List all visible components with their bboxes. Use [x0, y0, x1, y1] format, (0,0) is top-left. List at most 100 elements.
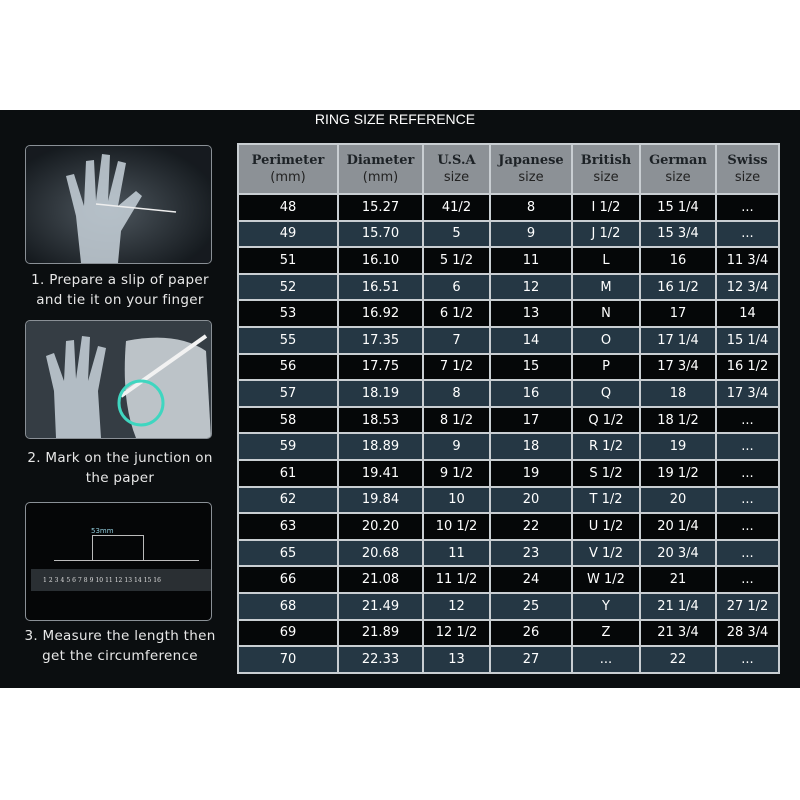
column-header: Perimeter (mm) — [237, 143, 339, 195]
table-cell: 53 — [237, 299, 339, 328]
table-cell: 19 1/2 — [639, 458, 717, 488]
table-cell: 5 1/2 — [422, 246, 491, 275]
table-cell: ... — [715, 432, 780, 461]
table-cell: 11 — [489, 246, 573, 275]
table-cell: 63 — [237, 512, 339, 541]
table-cell: W 1/2 — [571, 565, 641, 594]
table-cell: 20 1/4 — [639, 512, 717, 541]
table-cell: 22 — [489, 512, 573, 541]
table-cell: M — [571, 272, 641, 302]
table-cell: 16 — [639, 246, 717, 275]
table-cell: 70 — [237, 645, 339, 674]
ring-size-table: Perimeter (mm) Diameter (mm) U.S.A size Japane… — [237, 143, 780, 674]
table-cell: 17.75 — [337, 352, 424, 382]
table-cell: 22 — [639, 645, 717, 674]
table-cell: 16.92 — [337, 299, 424, 328]
column-header-unit: size — [734, 170, 761, 185]
step-3-line-1: 3. Measure the length then — [24, 628, 216, 644]
table-cell: 27 1/2 — [715, 591, 780, 621]
table-row: 65 20.68 11 23 V 1/2 20 3/4... — [237, 538, 780, 568]
table-cell: 15 1/4 — [639, 193, 717, 222]
table-cell: 20.20 — [337, 512, 424, 541]
table-cell: 13 — [422, 645, 491, 674]
column-header-unit: (mm) — [362, 170, 399, 185]
table-cell: 16 1/2 — [639, 272, 717, 302]
table-cell: 21 3/4 — [639, 618, 717, 648]
table-cell: O — [571, 325, 641, 355]
table-cell: 17 3/4 — [715, 379, 780, 408]
table-cell: P — [571, 352, 641, 382]
table-row: 58 18.53 8 1/2 17 Q 1/2 18 1/2... — [237, 405, 780, 435]
ruler: 1 2 3 4 5 6 7 8 9 10 11 12 13 14 15 16 — [31, 569, 211, 591]
table-cell: 9 1/2 — [422, 458, 491, 488]
table-cell: 21.49 — [337, 591, 424, 621]
table-cell: 21 — [639, 565, 717, 594]
table-cell: 22.33 — [337, 645, 424, 674]
table-cell: 52 — [237, 272, 339, 302]
table-cell: 10 — [422, 485, 491, 515]
measure-label: 53mm — [91, 527, 114, 535]
hand-marking-pen-icon — [26, 321, 211, 438]
ruler-number: 9 — [89, 576, 94, 584]
table-cell: 15 3/4 — [639, 219, 717, 249]
table-cell: 15.27 — [337, 193, 424, 222]
table-cell: 17 — [639, 299, 717, 328]
table-header-row: Perimeter (mm) Diameter (mm) U.S.A size Japane… — [237, 143, 780, 195]
step-3-image: 53mm 1 2 3 4 5 6 7 8 9 10 11 12 13 14 15 16 — [25, 502, 212, 621]
table-row: 63 20.20 10 1/2 22 U 1/2 20 1/4... — [237, 512, 780, 541]
table-cell: ... — [715, 485, 780, 515]
table-cell: 16 — [489, 379, 573, 408]
column-header-name: British — [580, 153, 632, 168]
table-cell: 25 — [489, 591, 573, 621]
column-header-unit: (mm) — [270, 170, 306, 185]
table-cell: 6 1/2 — [422, 299, 491, 328]
step-1-text: 1. Prepare a slip of paper and tie it on… — [10, 270, 230, 310]
table-cell: 12 — [489, 272, 573, 302]
column-header-unit: size — [443, 170, 470, 185]
table-cell: 27 — [489, 645, 573, 674]
step-2-line-1: 2. Mark on the junction on — [27, 450, 213, 466]
column-header-name: Diameter — [346, 153, 415, 168]
table-cell: 7 — [422, 325, 491, 355]
table-cell: ... — [715, 219, 780, 249]
table-cell: L — [571, 246, 641, 275]
column-header: Japanese size — [489, 143, 573, 195]
table-cell: 11 — [422, 538, 491, 568]
ruler-number: 2 — [48, 576, 53, 584]
table-cell: 17 — [489, 405, 573, 435]
table-cell: 11 3/4 — [715, 246, 780, 275]
ruler-number: 5 — [66, 576, 71, 584]
ruler-number: 1 — [43, 576, 47, 584]
table-row: 61 19.41 9 1/2 19 S 1/2 19 1/2... — [237, 458, 780, 488]
table-cell: 26 — [489, 618, 573, 648]
table-row: 69 21.89 12 1/2 26 Z 21 3/4 28 3/4 — [237, 618, 780, 648]
column-header: Diameter (mm) — [337, 143, 424, 195]
table-cell: 17 3/4 — [639, 352, 717, 382]
column-header-unit: size — [665, 170, 691, 185]
table-cell: 66 — [237, 565, 339, 594]
table-cell: 12 1/2 — [422, 618, 491, 648]
table-cell: 19.84 — [337, 485, 424, 515]
table-cell: 20 — [489, 485, 573, 515]
table-cell: 18.19 — [337, 379, 424, 408]
table-cell: 49 — [237, 219, 339, 249]
column-header: U.S.A size — [422, 143, 491, 195]
step-2-line-2: the paper — [85, 470, 155, 486]
ruler-number: 15 — [143, 576, 152, 584]
table-cell: 20 3/4 — [639, 538, 717, 568]
table-row: 52 16.51 6 12 M 16 1/2 12 3/4 — [237, 272, 780, 302]
table-row: 53 16.92 6 1/2 13 N 17 14 — [237, 299, 780, 328]
table-row: 48 15.27 41/2 8 I 1/2 15 1/4... — [237, 193, 780, 222]
table-cell: 48 — [237, 193, 339, 222]
table-cell: 18 — [639, 379, 717, 408]
table-cell: ... — [715, 458, 780, 488]
table-cell: U 1/2 — [571, 512, 641, 541]
table-cell: Q 1/2 — [571, 405, 641, 435]
ruler-number: 3 — [54, 576, 59, 584]
ruler-number: 11 — [105, 576, 113, 584]
table-cell: 15.70 — [337, 219, 424, 249]
table-row: 51 16.10 5 1/2 11 L 16 11 3/4 — [237, 246, 780, 275]
table-row: 68 21.49 12 25 Y 21 1/4 27 1/2 — [237, 591, 780, 621]
table-cell: 8 — [422, 379, 491, 408]
table-cell: R 1/2 — [571, 432, 641, 461]
